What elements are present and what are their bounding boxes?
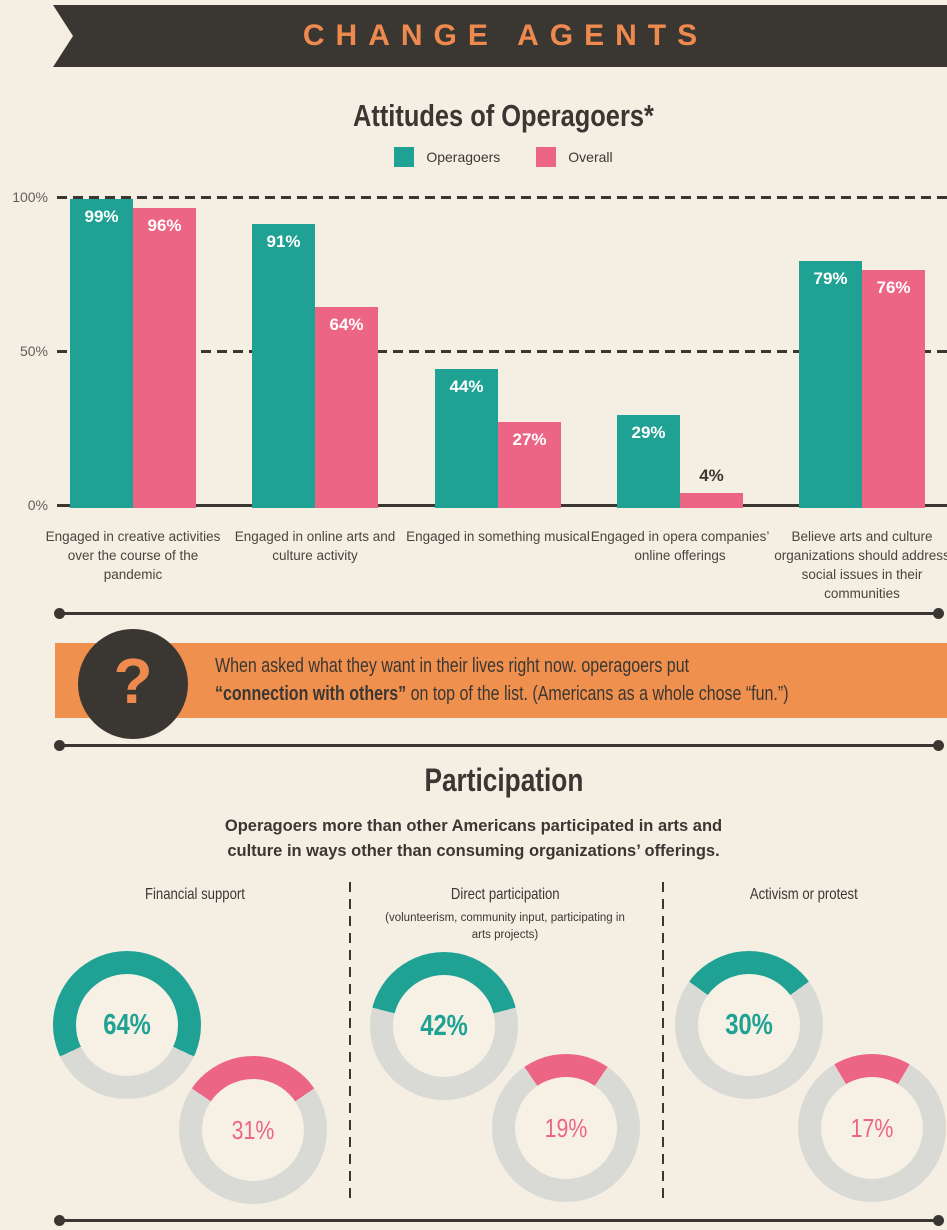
- callout-line2: “connection with others” on top of the l…: [215, 683, 789, 705]
- bar-operagoers: [70, 199, 133, 508]
- gridline-50: [57, 350, 947, 353]
- donut-value: 42%: [420, 1009, 468, 1042]
- donut-hole: 42%: [393, 975, 495, 1077]
- category-label: Engaged in creative activities over the …: [45, 529, 221, 582]
- chart-legend: Operagoers Overall: [60, 147, 947, 167]
- bar-operagoers: [617, 415, 680, 508]
- bar-operagoers: [799, 261, 862, 508]
- bar-operagoers: [435, 369, 498, 508]
- divider-line: [54, 608, 944, 619]
- gridline-100: [57, 196, 947, 199]
- question-mark-icon: ?: [113, 645, 153, 717]
- donut-overall: 31%: [179, 1056, 327, 1204]
- category-label: Engaged in opera companies’ online offer…: [590, 529, 770, 563]
- category-label: Engaged in something musical: [406, 529, 590, 544]
- category-label: Believe arts and culture organizations s…: [774, 529, 947, 601]
- legend-item-overall: Overall: [536, 147, 613, 167]
- donut-hole: 64%: [76, 974, 178, 1076]
- donut-value: 31%: [231, 1114, 275, 1145]
- callout-text: When asked what they want in their lives…: [215, 643, 932, 718]
- divider-line: [54, 740, 944, 751]
- page-title: CHANGE AGENTS: [302, 19, 709, 52]
- donut-operagoers: 42%: [370, 952, 518, 1100]
- donut-value: 64%: [103, 1008, 151, 1041]
- bar-overall: [315, 307, 378, 508]
- participation-heading: Participation: [424, 762, 583, 798]
- donut-hole: 19%: [515, 1077, 617, 1179]
- question-circle: ?: [78, 629, 188, 739]
- column-header-activism: Activism or protest: [750, 886, 858, 903]
- legend-label: Overall: [568, 149, 613, 165]
- donut-hole: 30%: [698, 974, 800, 1076]
- callout-box: [55, 643, 947, 718]
- divider-line: [54, 1215, 944, 1226]
- bar-value-label: 44%: [449, 377, 484, 396]
- column-divider: [349, 882, 351, 1204]
- bar-value-label: 64%: [329, 315, 364, 334]
- donut-operagoers: 64%: [53, 951, 201, 1099]
- legend-item-operagoers: Operagoers: [394, 147, 500, 167]
- bar-overall: [862, 270, 925, 508]
- bar-operagoers: [252, 224, 315, 508]
- bar-value-label: 91%: [266, 232, 301, 251]
- chart-title: Attitudes of Operagoers*: [353, 98, 654, 133]
- participation-subtitle: Operagoers more than other Americans par…: [224, 817, 723, 860]
- donut-value: 17%: [850, 1112, 894, 1143]
- bar-overall: [133, 208, 196, 508]
- donut-value: 30%: [725, 1008, 773, 1041]
- bar-overall: [680, 493, 743, 508]
- donut-operagoers: 30%: [675, 951, 823, 1099]
- header-ribbon: CHANGE AGENTS: [53, 5, 947, 67]
- callout-line1: When asked what they want in their lives…: [215, 655, 690, 677]
- category-label: Engaged in online arts and culture activ…: [234, 529, 396, 563]
- bar-overall: [498, 422, 561, 508]
- bar-value-label: 27%: [512, 430, 547, 449]
- column-divider: [662, 882, 664, 1204]
- overall-swatch-icon: [536, 147, 557, 167]
- column-header-note: (volunteerism, community input, particip…: [385, 912, 625, 941]
- column-header-direct-participation: Direct participation (volunteerism, comm…: [355, 886, 655, 944]
- bar-value-label: 99%: [84, 207, 119, 226]
- bar-value-label: 29%: [631, 423, 666, 442]
- y-tick-0: 0%: [27, 497, 48, 513]
- y-tick-100: 100%: [12, 189, 48, 205]
- donut-overall: 17%: [798, 1054, 946, 1202]
- bar-value-label: 96%: [147, 216, 182, 235]
- bar-value-label: 76%: [876, 278, 911, 297]
- column-header-financial-support: Financial support: [145, 886, 245, 903]
- bar-value-label: 4%: [699, 466, 724, 485]
- operagoers-swatch-icon: [394, 147, 415, 167]
- donut-hole: 17%: [821, 1077, 923, 1179]
- donut-hole: 31%: [202, 1079, 304, 1181]
- legend-label: Operagoers: [426, 149, 501, 165]
- bar-value-label: 79%: [813, 269, 848, 288]
- donut-value: 19%: [544, 1112, 588, 1143]
- donut-overall: 19%: [492, 1054, 640, 1202]
- y-tick-50: 50%: [19, 343, 48, 359]
